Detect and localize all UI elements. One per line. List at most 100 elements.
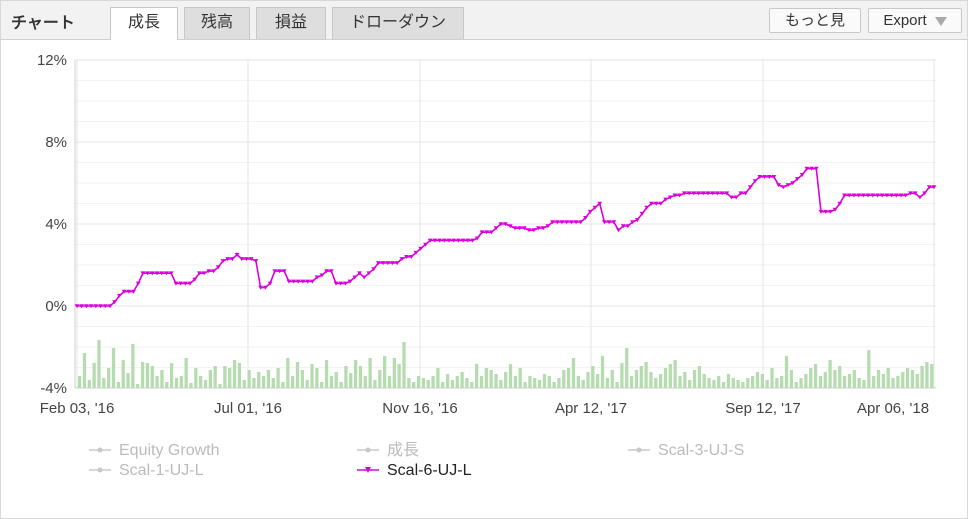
- data-point: [404, 255, 409, 259]
- data-point: [380, 261, 386, 266]
- data-point: [446, 238, 452, 243]
- data-point: [286, 279, 292, 284]
- volume-bar: [257, 372, 261, 388]
- data-point: [644, 205, 650, 210]
- volume-bar: [416, 376, 421, 388]
- volume-bar: [775, 378, 779, 388]
- volume-bar: [838, 366, 842, 388]
- data-point: [908, 191, 913, 196]
- legend-item[interactable]: Scal-6-UJ-L: [357, 462, 472, 479]
- data-point: [489, 230, 494, 235]
- volume-bar: [121, 360, 125, 388]
- volume-bar: [620, 363, 624, 388]
- x-tick-label: Jul 01, '16: [214, 400, 282, 417]
- data-point: [771, 175, 777, 179]
- legend-item[interactable]: Equity Growth: [89, 442, 219, 459]
- data-point: [564, 220, 570, 225]
- volume-bar: [562, 370, 566, 388]
- volume-bar: [155, 376, 159, 388]
- volume-bar: [673, 360, 677, 388]
- data-point: [460, 238, 466, 243]
- data-point: [851, 193, 857, 198]
- volume-bar: [867, 350, 871, 388]
- volume-bar: [484, 368, 488, 388]
- data-point: [926, 185, 932, 190]
- volume-bar: [499, 380, 503, 388]
- data-point: [145, 271, 150, 276]
- volume-bar: [586, 372, 590, 388]
- tab-balance[interactable]: 残高: [184, 7, 250, 39]
- volume-bar: [305, 380, 309, 388]
- volume-bar: [291, 376, 295, 388]
- data-point: [394, 261, 400, 266]
- data-point: [691, 191, 697, 196]
- tab-growth[interactable]: 成長: [110, 7, 178, 40]
- volume-bar: [184, 358, 188, 388]
- volume-bar: [78, 376, 82, 388]
- data-point: [828, 209, 833, 214]
- data-point: [823, 209, 829, 214]
- data-point: [611, 220, 617, 225]
- volume-bar: [252, 378, 256, 388]
- volume-bar: [470, 382, 474, 388]
- data-point: [470, 238, 475, 243]
- volume-bar: [876, 370, 881, 388]
- data-point: [625, 224, 631, 229]
- volume-bar: [397, 364, 401, 388]
- data-point: [785, 183, 791, 188]
- data-point: [804, 166, 810, 171]
- volume-bar: [678, 376, 682, 388]
- data-point: [107, 304, 113, 309]
- y-tick-label: 4%: [45, 216, 67, 233]
- volume-bar: [194, 368, 198, 388]
- data-point: [102, 304, 108, 309]
- data-point: [418, 246, 424, 251]
- data-point: [385, 261, 391, 266]
- data-point: [521, 226, 527, 231]
- data-point: [352, 275, 358, 280]
- legend-item[interactable]: 成長: [357, 441, 419, 459]
- more-button[interactable]: もっと見: [769, 8, 861, 33]
- volume-bar: [721, 382, 726, 388]
- volume-bar: [237, 363, 242, 388]
- data-point: [328, 269, 334, 274]
- volume-bar: [169, 363, 174, 388]
- volume-bar: [179, 376, 183, 388]
- data-point: [149, 271, 155, 276]
- volume-bar: [339, 382, 343, 388]
- volume-bar: [213, 366, 217, 388]
- data-point: [592, 205, 598, 210]
- volume-bar: [688, 380, 692, 388]
- tab-profit[interactable]: 損益: [256, 7, 326, 39]
- volume-bar: [431, 376, 435, 388]
- volume-bar: [131, 344, 135, 388]
- volume-bar: [344, 366, 348, 388]
- volume-bar: [542, 374, 547, 388]
- volume-bar: [392, 358, 396, 388]
- volume-bar: [833, 370, 837, 388]
- data-point: [408, 255, 414, 259]
- legend-marker-icon: [97, 447, 103, 453]
- volume-bar: [218, 384, 222, 388]
- legend-item[interactable]: Scal-3-UJ-S: [628, 442, 744, 459]
- volume-bar: [116, 382, 120, 388]
- export-button[interactable]: Export: [868, 8, 962, 33]
- data-point: [724, 191, 730, 196]
- data-point: [159, 271, 165, 276]
- data-point: [715, 191, 720, 196]
- data-point: [578, 220, 584, 225]
- volume-bar: [843, 376, 847, 388]
- volume-bar: [610, 370, 614, 388]
- tab-drawdown[interactable]: ドローダウン: [332, 7, 464, 39]
- data-point: [215, 265, 221, 270]
- volume-bar: [353, 360, 358, 388]
- volume-bar: [692, 370, 697, 388]
- volume-bar: [857, 378, 861, 388]
- data-point: [903, 193, 909, 198]
- volume-bar: [102, 378, 106, 388]
- legend-item[interactable]: Scal-1-UJ-L: [89, 462, 204, 479]
- x-tick-label: Apr 12, '17: [555, 400, 627, 417]
- volume-bar: [731, 378, 735, 388]
- data-point: [197, 271, 202, 276]
- data-point: [121, 289, 127, 294]
